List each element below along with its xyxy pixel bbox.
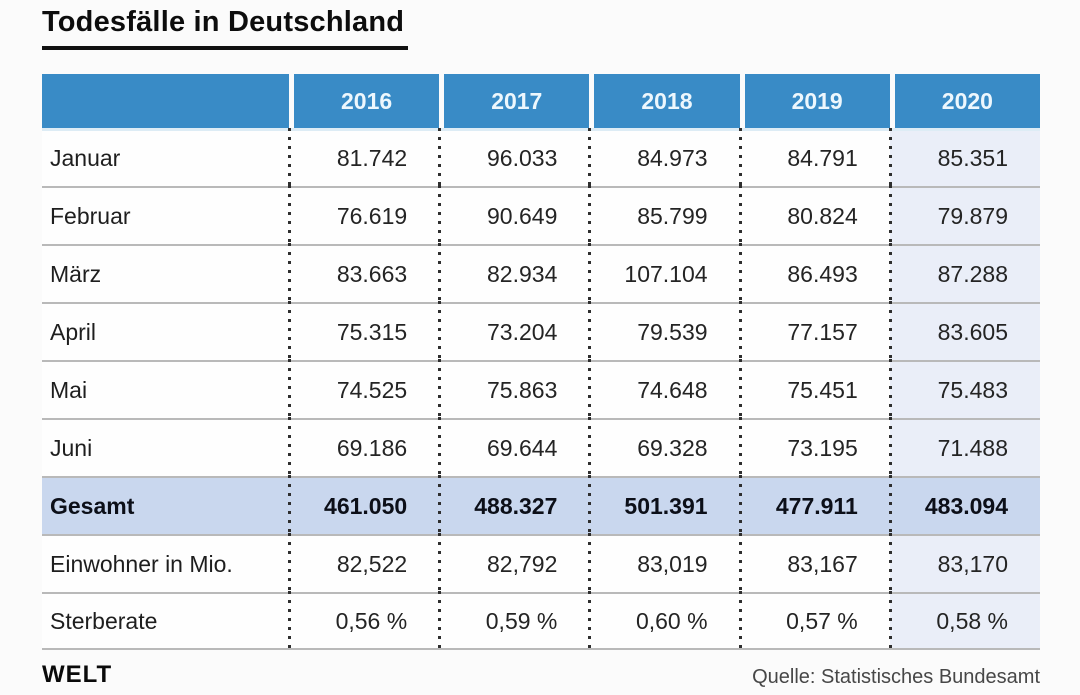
table-cell: 83,019 bbox=[588, 533, 740, 594]
table-cell: 85.799 bbox=[588, 185, 740, 246]
table-cell: 501.391 bbox=[588, 475, 740, 536]
row-label: Einwohner in Mio. bbox=[42, 534, 289, 592]
page-title: Todesfälle in Deutschland bbox=[42, 6, 409, 50]
table-cell: 69.644 bbox=[438, 417, 590, 478]
table-cell: 82.934 bbox=[438, 243, 590, 304]
table-cell: 74.525 bbox=[287, 359, 440, 420]
row-label: Sterberate bbox=[42, 592, 289, 650]
corner-header bbox=[42, 74, 289, 128]
table-cell: 86.493 bbox=[738, 243, 890, 304]
table-cell: 0,58 % bbox=[888, 591, 1040, 650]
table-cell: 483.094 bbox=[888, 475, 1040, 536]
table-cell: 69.328 bbox=[588, 417, 740, 478]
row-label: April bbox=[42, 302, 289, 360]
table-cell: 83.605 bbox=[888, 301, 1040, 362]
column-header-2020: 2020 bbox=[889, 74, 1040, 128]
table-cell: 73.204 bbox=[438, 301, 590, 362]
table-cell: 0,59 % bbox=[438, 591, 590, 650]
table-cell: 84.791 bbox=[738, 128, 890, 188]
table-header: 2016 2017 2018 2019 2020 bbox=[42, 74, 1040, 128]
table-cell: 80.824 bbox=[738, 185, 890, 246]
table-row: Mai 74.525 75.863 74.648 75.451 75.483 bbox=[42, 359, 1040, 420]
table-cell: 0,60 % bbox=[588, 591, 740, 650]
table-cell: 0,56 % bbox=[287, 591, 440, 650]
table-cell: 83,170 bbox=[888, 533, 1040, 594]
table-row: Januar 81.742 96.033 84.973 84.791 85.351 bbox=[42, 128, 1040, 188]
table-cell: 82,522 bbox=[287, 533, 440, 594]
table-cell: 83,167 bbox=[738, 533, 890, 594]
table-cell: 79.539 bbox=[588, 301, 740, 362]
column-header-2019: 2019 bbox=[739, 74, 890, 128]
table-cell: 107.104 bbox=[588, 243, 740, 304]
row-label: Mai bbox=[42, 360, 289, 418]
data-table: 2016 2017 2018 2019 2020 Januar 81.742 96.033 8… bbox=[42, 74, 1040, 650]
table-row: Juni 69.186 69.644 69.328 73.195 71.488 bbox=[42, 417, 1040, 478]
table-cell: 69.186 bbox=[287, 417, 440, 478]
row-label: Februar bbox=[42, 186, 289, 244]
welt-logo: WELT bbox=[42, 661, 113, 688]
table-body: Januar 81.742 96.033 84.973 84.791 85.351 Febr… bbox=[42, 128, 1040, 650]
table-cell: 75.451 bbox=[738, 359, 890, 420]
table-cell: 81.742 bbox=[287, 128, 440, 188]
column-header-2017: 2017 bbox=[439, 74, 590, 128]
table-row: Februar 76.619 90.649 85.799 80.824 79.879 bbox=[42, 185, 1040, 246]
table-cell: 75.315 bbox=[287, 301, 440, 362]
table-cell: 74.648 bbox=[588, 359, 740, 420]
source-attribution: Quelle: Statistisches Bundesamt bbox=[752, 666, 1040, 688]
column-header-2016: 2016 bbox=[289, 74, 440, 128]
row-label: Januar bbox=[42, 128, 289, 186]
table-cell: 82,792 bbox=[438, 533, 590, 594]
table-row: April 75.315 73.204 79.539 77.157 83.605 bbox=[42, 301, 1040, 362]
row-label: Gesamt bbox=[42, 476, 289, 534]
table-cell: 84.973 bbox=[588, 128, 740, 188]
row-label: Juni bbox=[42, 418, 289, 476]
table-row: März 83.663 82.934 107.104 86.493 87.288 bbox=[42, 243, 1040, 304]
column-header-2018: 2018 bbox=[589, 74, 740, 128]
row-label: März bbox=[42, 244, 289, 302]
table-row: Gesamt 461.050 488.327 501.391 477.911 483.09… bbox=[42, 475, 1040, 536]
table-cell: 96.033 bbox=[438, 128, 590, 188]
table-cell: 477.911 bbox=[738, 475, 890, 536]
table-row: Sterberate 0,56 % 0,59 % 0,60 % 0,57 % 0,58 % bbox=[42, 591, 1040, 650]
table-row: Einwohner in Mio. 82,522 82,792 83,019 83,16… bbox=[42, 533, 1040, 594]
table-cell: 75.483 bbox=[888, 359, 1040, 420]
table-cell: 71.488 bbox=[888, 417, 1040, 478]
table-cell: 73.195 bbox=[738, 417, 890, 478]
table-cell: 0,57 % bbox=[738, 591, 890, 650]
table-cell: 87.288 bbox=[888, 243, 1040, 304]
table-cell: 85.351 bbox=[888, 128, 1040, 188]
table-cell: 83.663 bbox=[287, 243, 440, 304]
table-cell: 75.863 bbox=[438, 359, 590, 420]
table-cell: 461.050 bbox=[287, 475, 440, 536]
header-row: 2016 2017 2018 2019 2020 bbox=[42, 74, 1040, 128]
table-cell: 79.879 bbox=[888, 185, 1040, 246]
table-cell: 488.327 bbox=[438, 475, 590, 536]
table-cell: 77.157 bbox=[738, 301, 890, 362]
table-cell: 90.649 bbox=[438, 185, 590, 246]
table-cell: 76.619 bbox=[287, 185, 440, 246]
